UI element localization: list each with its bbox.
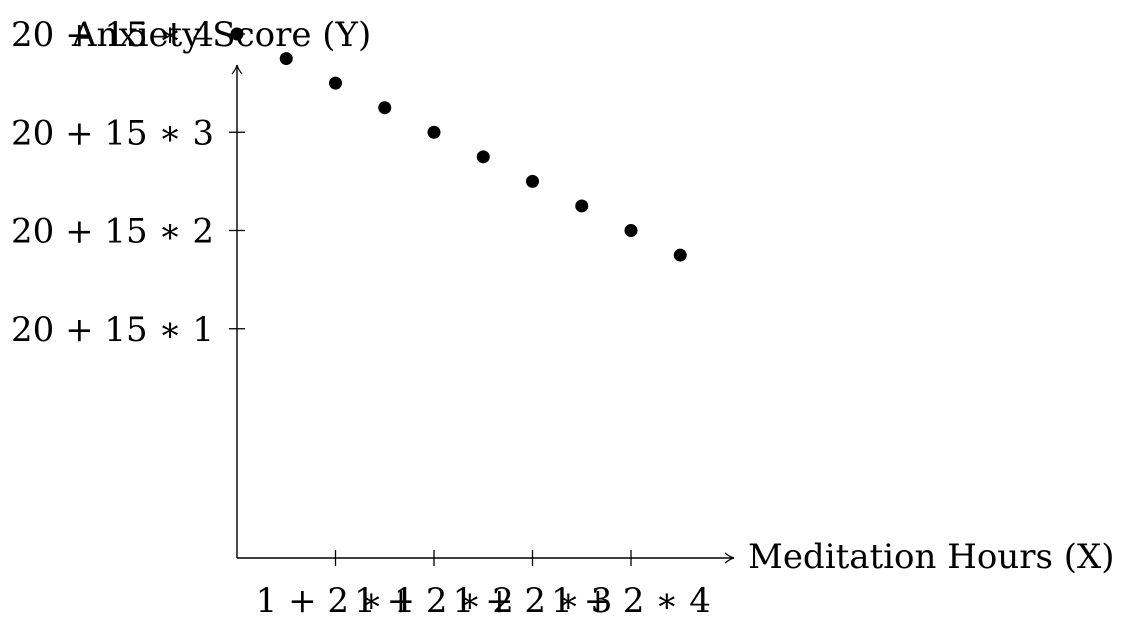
x-axis-title: Meditation Hours (X) bbox=[748, 537, 1114, 577]
scatter-points bbox=[230, 27, 687, 262]
data-point bbox=[279, 52, 293, 66]
data-point bbox=[476, 150, 490, 164]
y-tick-label: 20 + 15 ∗ 4 bbox=[11, 15, 214, 55]
x-tick-label: 1 + 2 ∗ 4 bbox=[551, 581, 711, 621]
data-point bbox=[575, 199, 589, 213]
x-tick-label: 1 + 2 ∗ 1 bbox=[256, 581, 416, 621]
y-axis-title: Anxiety Score (Y) bbox=[71, 15, 371, 55]
data-point bbox=[329, 76, 342, 90]
x-tick-label: 1 + 2 ∗ 2 bbox=[354, 581, 514, 621]
x-tick-group: 1 + 2 ∗ 11 + 2 ∗ 21 + 2 ∗ 31 + 2 ∗ 4 bbox=[256, 550, 711, 621]
data-point bbox=[526, 174, 539, 188]
data-point bbox=[624, 224, 638, 237]
y-tick-group: 20 + 15 ∗ 1 20 + 15 ∗ 2 20 + 15 ∗ 3 20 + 15… bbox=[11, 15, 245, 350]
y-tick-label: 20 + 15 ∗ 3 bbox=[11, 113, 214, 153]
data-point bbox=[230, 27, 244, 41]
y-tick-label: 20 + 15 ∗ 1 bbox=[11, 310, 214, 350]
data-point bbox=[427, 125, 441, 139]
y-tick-label: 20 + 15 ∗ 2 bbox=[11, 212, 214, 252]
x-tick-label: 1 + 2 ∗ 3 bbox=[453, 581, 613, 621]
data-point bbox=[378, 101, 392, 115]
data-point bbox=[673, 248, 687, 262]
